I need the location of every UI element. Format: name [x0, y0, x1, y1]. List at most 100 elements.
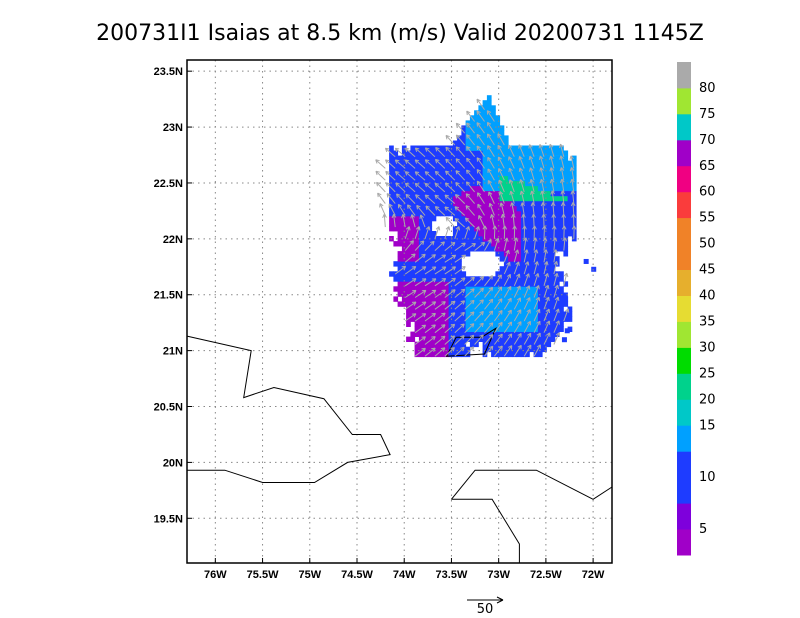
wind-speed-cell: [559, 231, 564, 237]
wind-speed-cell: [546, 160, 552, 166]
wind-speed-cell: [444, 311, 450, 317]
wind-speed-cell: [491, 296, 496, 302]
wind-speed-cell: [469, 125, 475, 131]
wind-vector-arrow: [477, 203, 485, 216]
wind-speed-cell: [567, 306, 573, 312]
wind-speed-cell: [406, 155, 411, 161]
wind-speed-cell: [461, 296, 467, 302]
wind-speed-cell: [512, 180, 518, 187]
wind-speed-cell: [440, 251, 445, 257]
wind-speed-cell: [457, 276, 462, 282]
wind-speed-cell: [503, 231, 509, 237]
wind-vector-arrow: [538, 155, 545, 169]
wind-speed-cell: [414, 251, 420, 257]
wind-vector-arrow: [405, 193, 416, 204]
wind-vector-arrow: [499, 202, 505, 216]
wind-speed-cell: [414, 276, 420, 282]
wind-speed-cell: [427, 165, 433, 171]
wind-speed-cell: [401, 155, 407, 161]
wind-speed-cell: [414, 200, 420, 207]
coastline: [451, 469, 613, 500]
wind-vector-arrow: [424, 266, 437, 275]
wind-speed-cell: [529, 160, 535, 166]
wind-speed-cell: [537, 286, 543, 292]
wind-speed-cell: [469, 306, 475, 312]
wind-speed-cell: [516, 336, 522, 342]
wind-speed-cell: [452, 200, 458, 207]
wind-vector-arrow: [414, 301, 427, 310]
wind-speed-cell: [550, 180, 556, 187]
wind-speed-cell: [410, 165, 416, 171]
wind-speed-cell: [478, 145, 484, 151]
wind-speed-cell: [520, 311, 526, 317]
wind-speed-cell: [474, 180, 479, 187]
wind-speed-cell: [542, 221, 547, 227]
wind-speed-cell: [520, 326, 526, 332]
wind-vector-arrow: [484, 310, 494, 322]
wind-vector-arrow: [542, 237, 548, 251]
wind-speed-cell: [499, 165, 505, 171]
wind-vector-arrow: [513, 285, 521, 298]
wind-speed-cell: [491, 205, 496, 212]
wind-speed-cell: [465, 276, 471, 282]
colorbar-label: 65: [699, 159, 716, 174]
wind-speed-cell: [520, 351, 526, 358]
wind-speed-cell: [469, 326, 475, 332]
wind-speed-cell: [478, 115, 484, 121]
wind-speed-cell: [474, 125, 479, 131]
wind-speed-cell: [435, 291, 441, 297]
wind-speed-cell: [469, 170, 475, 177]
wind-vector-arrow: [376, 181, 386, 193]
lat-tick-label: 23N: [163, 122, 183, 134]
wind-speed-cell: [516, 215, 522, 222]
wind-speed-cell: [465, 306, 471, 312]
wind-speed-cell: [482, 115, 488, 121]
wind-speed-cell: [529, 266, 535, 272]
wind-speed-cell: [508, 351, 513, 358]
wind-speed-cell: [559, 226, 564, 232]
wind-speed-cell: [440, 205, 445, 212]
wind-vector-arrow: [404, 266, 417, 275]
wind-speed-cell: [486, 346, 492, 353]
wind-speed-cell: [486, 95, 492, 101]
wind-speed-cell: [410, 251, 416, 257]
wind-speed-cell: [537, 316, 543, 322]
wind-speed-cell: [478, 210, 484, 217]
wind-speed-cell: [427, 301, 433, 307]
wind-speed-cell: [520, 261, 526, 267]
wind-speed-cell: [448, 246, 454, 252]
wind-speed-cell: [401, 286, 407, 292]
wind-speed-cell: [401, 180, 407, 187]
wind-vector-arrow: [529, 167, 535, 181]
wind-speed-cell: [495, 150, 501, 156]
wind-speed-cell: [516, 301, 522, 307]
wind-speed-cell: [469, 195, 475, 202]
wind-speed-cell: [465, 346, 471, 353]
wind-speed-cell: [546, 256, 552, 262]
wind-speed-cell: [444, 276, 450, 282]
wind-speed-cell: [397, 261, 403, 267]
wind-vector-arrow: [493, 298, 503, 310]
wind-speed-cell: [503, 185, 509, 192]
wind-vector-arrow: [523, 320, 531, 333]
wind-speed-cell: [491, 281, 496, 287]
wind-speed-cell: [474, 221, 479, 227]
wind-vector-arrow: [562, 237, 568, 251]
wind-speed-cell: [537, 231, 543, 237]
wind-speed-cell: [444, 341, 450, 348]
wind-speed-cell: [452, 140, 458, 146]
wind-speed-cell: [486, 215, 492, 222]
wind-speed-cell: [431, 301, 437, 307]
wind-speed-cell: [423, 256, 428, 262]
wind-speed-cell: [542, 205, 547, 212]
wind-speed-cell: [469, 221, 475, 227]
wind-speed-cell: [444, 251, 450, 257]
wind-speed-cell: [389, 160, 394, 166]
wind-speed-cell: [440, 180, 445, 187]
wind-speed-cell: [435, 331, 441, 337]
wind-speed-cell: [533, 215, 539, 222]
wind-speed-cell: [550, 231, 556, 237]
wind-speed-cell: [503, 316, 509, 322]
wind-speed-cell: [542, 321, 547, 327]
wind-vector-arrow: [559, 167, 565, 181]
